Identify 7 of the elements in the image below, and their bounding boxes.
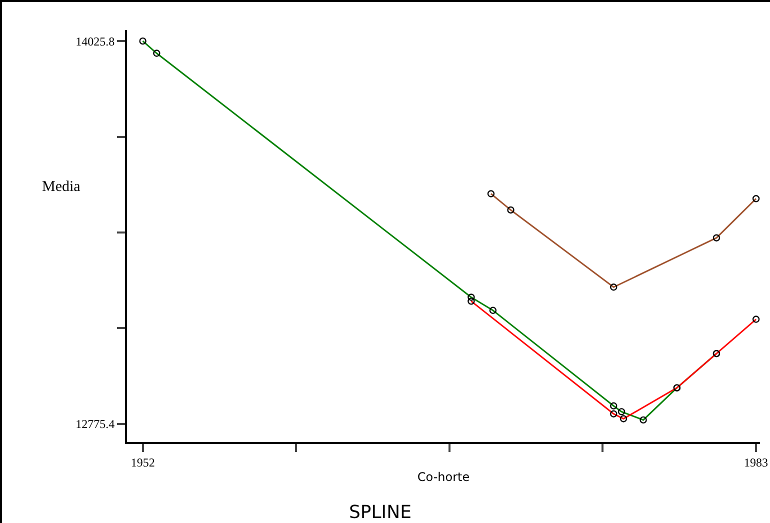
- y-axis-title: Media: [42, 179, 81, 195]
- x-axis-title: Co-horte: [417, 470, 470, 484]
- x-tick-label: 1952: [130, 455, 155, 470]
- x-tick-label: 1983: [744, 455, 768, 470]
- y-tick-label: 12775.4: [76, 417, 115, 432]
- y-tick-label: 14025.8: [76, 34, 115, 48]
- text: SPLINE: [349, 502, 412, 523]
